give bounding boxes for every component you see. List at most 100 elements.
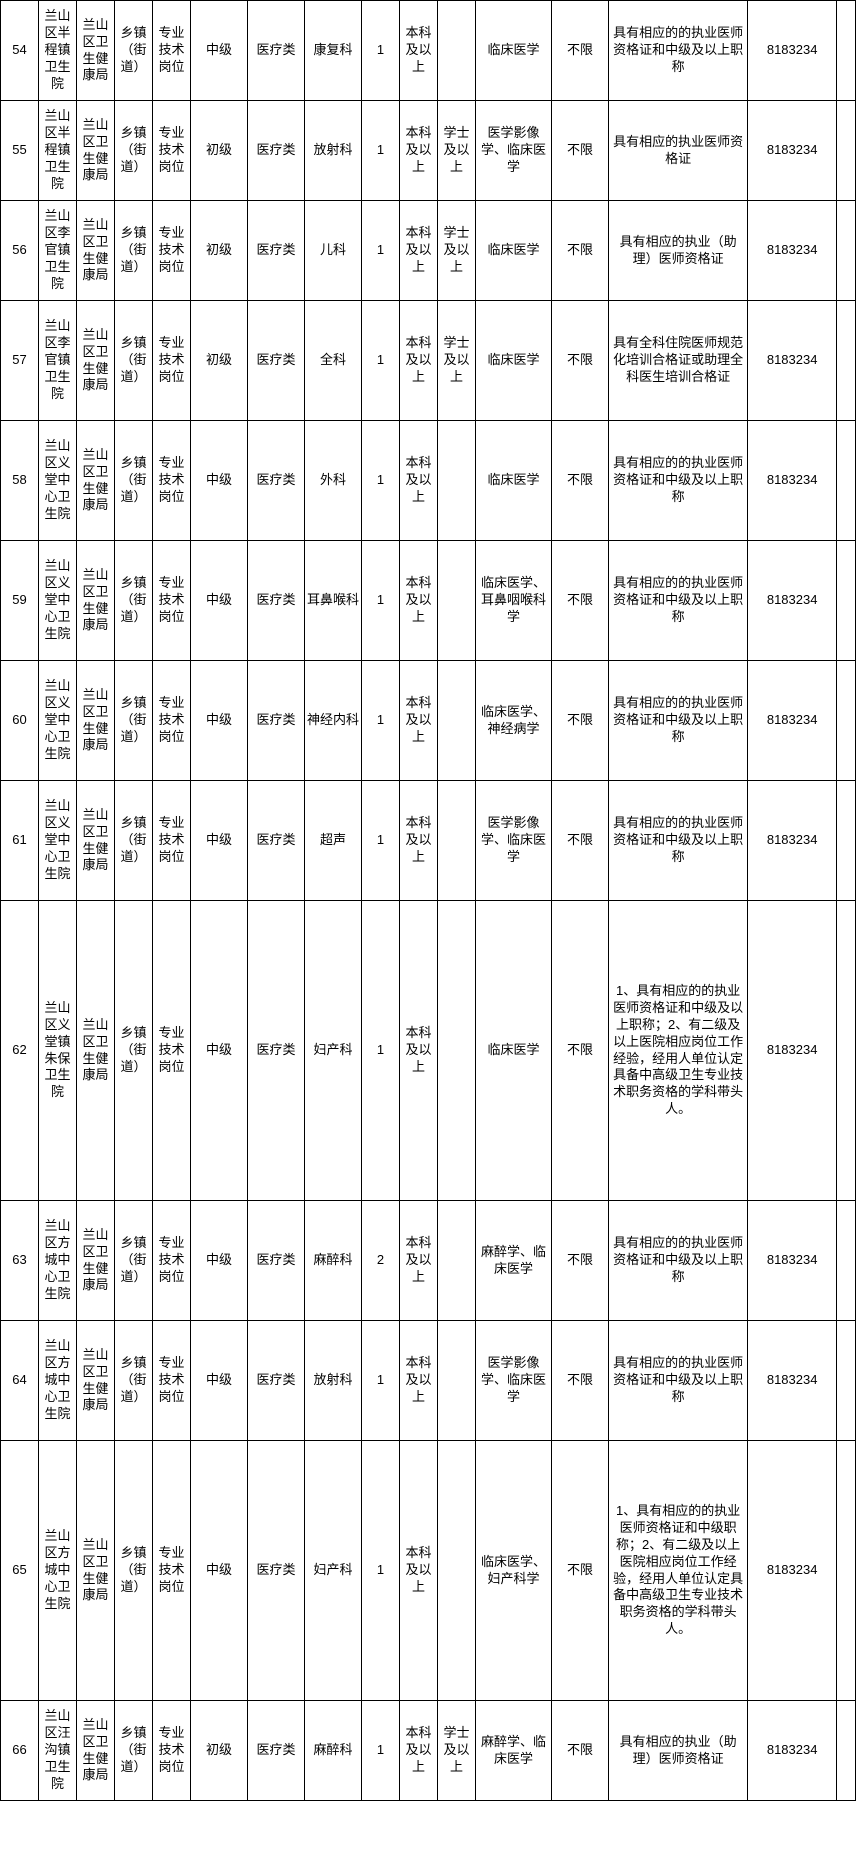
cell-cat: 医疗类 bbox=[248, 201, 305, 301]
cell-idx: 54 bbox=[1, 1, 39, 101]
cell-unit: 兰山区义堂中心卫生院 bbox=[39, 781, 77, 901]
cell-empty bbox=[836, 541, 855, 661]
cell-cat: 医疗类 bbox=[248, 1701, 305, 1801]
cell-edu: 本科及以上 bbox=[400, 781, 438, 901]
cell-num: 1 bbox=[362, 1, 400, 101]
cell-edu: 本科及以上 bbox=[400, 421, 438, 541]
cell-num: 1 bbox=[362, 421, 400, 541]
cell-empty bbox=[836, 1441, 855, 1701]
cell-num: 1 bbox=[362, 541, 400, 661]
cell-town: 乡镇（街道） bbox=[115, 1201, 153, 1321]
cell-unit: 兰山区义堂中心卫生院 bbox=[39, 661, 77, 781]
cell-limit: 不限 bbox=[552, 1201, 609, 1321]
cell-remark: 具有相应的的执业医师资格证和中级及以上职称 bbox=[609, 1321, 748, 1441]
cell-empty bbox=[836, 781, 855, 901]
cell-cat: 医疗类 bbox=[248, 301, 305, 421]
cell-level: 中级 bbox=[191, 781, 248, 901]
cell-edu: 本科及以上 bbox=[400, 661, 438, 781]
cell-post: 专业技术岗位 bbox=[153, 1201, 191, 1321]
cell-edu: 本科及以上 bbox=[400, 1201, 438, 1321]
cell-num: 1 bbox=[362, 201, 400, 301]
cell-town: 乡镇（街道） bbox=[115, 201, 153, 301]
cell-limit: 不限 bbox=[552, 1321, 609, 1441]
cell-post: 专业技术岗位 bbox=[153, 1441, 191, 1701]
table-row: 56兰山区李官镇卫生院兰山区卫生健康局乡镇（街道）专业技术岗位初级医疗类儿科1本… bbox=[1, 201, 856, 301]
cell-num: 1 bbox=[362, 1321, 400, 1441]
cell-edu: 本科及以上 bbox=[400, 101, 438, 201]
table-row: 64兰山区方城中心卫生院兰山区卫生健康局乡镇（街道）专业技术岗位中级医疗类放射科… bbox=[1, 1321, 856, 1441]
cell-limit: 不限 bbox=[552, 1441, 609, 1701]
cell-major: 临床医学 bbox=[476, 301, 552, 421]
cell-unit: 兰山区方城中心卫生院 bbox=[39, 1201, 77, 1321]
cell-post: 专业技术岗位 bbox=[153, 1321, 191, 1441]
table-row: 63兰山区方城中心卫生院兰山区卫生健康局乡镇（街道）专业技术岗位中级医疗类麻醉科… bbox=[1, 1201, 856, 1321]
cell-cat: 医疗类 bbox=[248, 421, 305, 541]
cell-empty bbox=[836, 1201, 855, 1321]
cell-subject: 妇产科 bbox=[305, 901, 362, 1201]
cell-dept: 兰山区卫生健康局 bbox=[77, 1321, 115, 1441]
table-row: 61兰山区义堂中心卫生院兰山区卫生健康局乡镇（街道）专业技术岗位中级医疗类超声1… bbox=[1, 781, 856, 901]
cell-cat: 医疗类 bbox=[248, 901, 305, 1201]
cell-post: 专业技术岗位 bbox=[153, 1701, 191, 1801]
cell-level: 中级 bbox=[191, 901, 248, 1201]
cell-cat: 医疗类 bbox=[248, 1441, 305, 1701]
cell-idx: 65 bbox=[1, 1441, 39, 1701]
cell-major: 麻醉学、临床医学 bbox=[476, 1201, 552, 1321]
cell-major: 临床医学、耳鼻咽喉科学 bbox=[476, 541, 552, 661]
cell-limit: 不限 bbox=[552, 781, 609, 901]
cell-unit: 兰山区方城中心卫生院 bbox=[39, 1441, 77, 1701]
cell-remark: 具有相应的执业医师资格证 bbox=[609, 101, 748, 201]
table-row: 66兰山区汪沟镇卫生院兰山区卫生健康局乡镇（街道）专业技术岗位初级医疗类麻醉科1… bbox=[1, 1701, 856, 1801]
cell-edu: 本科及以上 bbox=[400, 1321, 438, 1441]
cell-phone: 8183234 bbox=[748, 1, 837, 101]
cell-level: 中级 bbox=[191, 1, 248, 101]
cell-degree bbox=[438, 661, 476, 781]
cell-idx: 66 bbox=[1, 1701, 39, 1801]
cell-unit: 兰山区义堂中心卫生院 bbox=[39, 421, 77, 541]
cell-unit: 兰山区半程镇卫生院 bbox=[39, 1, 77, 101]
cell-empty bbox=[836, 1321, 855, 1441]
cell-num: 1 bbox=[362, 661, 400, 781]
cell-unit: 兰山区义堂镇朱保卫生院 bbox=[39, 901, 77, 1201]
cell-dept: 兰山区卫生健康局 bbox=[77, 1, 115, 101]
cell-degree: 学士及以上 bbox=[438, 201, 476, 301]
cell-degree: 学士及以上 bbox=[438, 301, 476, 421]
cell-phone: 8183234 bbox=[748, 201, 837, 301]
cell-post: 专业技术岗位 bbox=[153, 101, 191, 201]
cell-num: 1 bbox=[362, 101, 400, 201]
table-row: 57兰山区李官镇卫生院兰山区卫生健康局乡镇（街道）专业技术岗位初级医疗类全科1本… bbox=[1, 301, 856, 421]
cell-major: 医学影像学、临床医学 bbox=[476, 101, 552, 201]
cell-town: 乡镇（街道） bbox=[115, 101, 153, 201]
cell-subject: 妇产科 bbox=[305, 1441, 362, 1701]
cell-dept: 兰山区卫生健康局 bbox=[77, 661, 115, 781]
cell-town: 乡镇（街道） bbox=[115, 1321, 153, 1441]
cell-empty bbox=[836, 901, 855, 1201]
cell-cat: 医疗类 bbox=[248, 101, 305, 201]
cell-degree bbox=[438, 781, 476, 901]
cell-degree: 学士及以上 bbox=[438, 101, 476, 201]
cell-phone: 8183234 bbox=[748, 1701, 837, 1801]
cell-dept: 兰山区卫生健康局 bbox=[77, 421, 115, 541]
cell-num: 1 bbox=[362, 301, 400, 421]
cell-dept: 兰山区卫生健康局 bbox=[77, 201, 115, 301]
cell-subject: 耳鼻喉科 bbox=[305, 541, 362, 661]
cell-empty bbox=[836, 1, 855, 101]
cell-limit: 不限 bbox=[552, 1, 609, 101]
cell-remark: 具有全科住院医师规范化培训合格证或助理全科医生培训合格证 bbox=[609, 301, 748, 421]
cell-idx: 62 bbox=[1, 901, 39, 1201]
cell-degree bbox=[438, 901, 476, 1201]
cell-major: 麻醉学、临床医学 bbox=[476, 1701, 552, 1801]
cell-cat: 医疗类 bbox=[248, 1321, 305, 1441]
cell-major: 临床医学、妇产科学 bbox=[476, 1441, 552, 1701]
cell-subject: 儿科 bbox=[305, 201, 362, 301]
cell-edu: 本科及以上 bbox=[400, 201, 438, 301]
cell-subject: 全科 bbox=[305, 301, 362, 421]
cell-idx: 57 bbox=[1, 301, 39, 421]
cell-level: 中级 bbox=[191, 1201, 248, 1321]
cell-major: 临床医学 bbox=[476, 1, 552, 101]
cell-post: 专业技术岗位 bbox=[153, 301, 191, 421]
cell-dept: 兰山区卫生健康局 bbox=[77, 1441, 115, 1701]
cell-degree bbox=[438, 541, 476, 661]
cell-limit: 不限 bbox=[552, 661, 609, 781]
cell-remark: 具有相应的的执业医师资格证和中级及以上职称 bbox=[609, 421, 748, 541]
